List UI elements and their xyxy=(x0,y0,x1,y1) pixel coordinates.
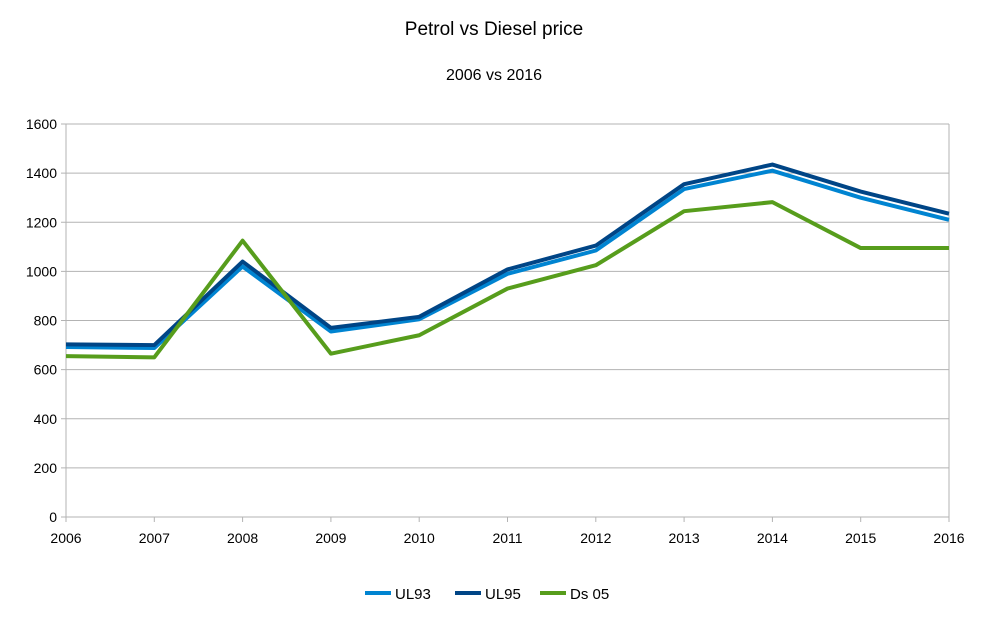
y-tick-label: 1000 xyxy=(26,263,57,279)
x-tick-label: 2010 xyxy=(404,530,435,546)
legend-label: UL93 xyxy=(395,586,431,603)
series-line-ul93 xyxy=(65,168,950,351)
x-tick-label: 2012 xyxy=(580,530,611,546)
chart-title: Petrol vs Diesel price xyxy=(405,19,583,40)
chart-subtitle: 2006 vs 2016 xyxy=(446,67,542,84)
y-tick-label: 400 xyxy=(34,411,58,427)
x-tick-label: 2011 xyxy=(492,530,522,546)
series-line-ul95 xyxy=(65,162,950,348)
x-tick-label: 2007 xyxy=(139,530,170,546)
series-line-ds-05 xyxy=(65,200,949,360)
x-tick-label: 2008 xyxy=(227,530,258,546)
x-tick-label: 2013 xyxy=(669,530,700,546)
y-tick-label: 600 xyxy=(34,362,58,378)
x-tick-label: 2015 xyxy=(845,530,876,546)
y-tick-label: 200 xyxy=(34,460,58,476)
legend-label: UL95 xyxy=(485,586,521,603)
x-tick-label: 2006 xyxy=(50,530,81,546)
y-tick-label: 1400 xyxy=(26,165,57,181)
x-tick-label: 2016 xyxy=(933,530,964,546)
y-tick-label: 800 xyxy=(34,313,58,329)
y-tick-label: 1600 xyxy=(26,116,57,132)
legend-label: Ds 05 xyxy=(570,586,609,603)
y-tick-label: 1200 xyxy=(26,214,57,230)
y-tick-label: 0 xyxy=(49,509,57,525)
x-tick-label: 2014 xyxy=(757,530,788,546)
x-tick-label: 2009 xyxy=(315,530,346,546)
